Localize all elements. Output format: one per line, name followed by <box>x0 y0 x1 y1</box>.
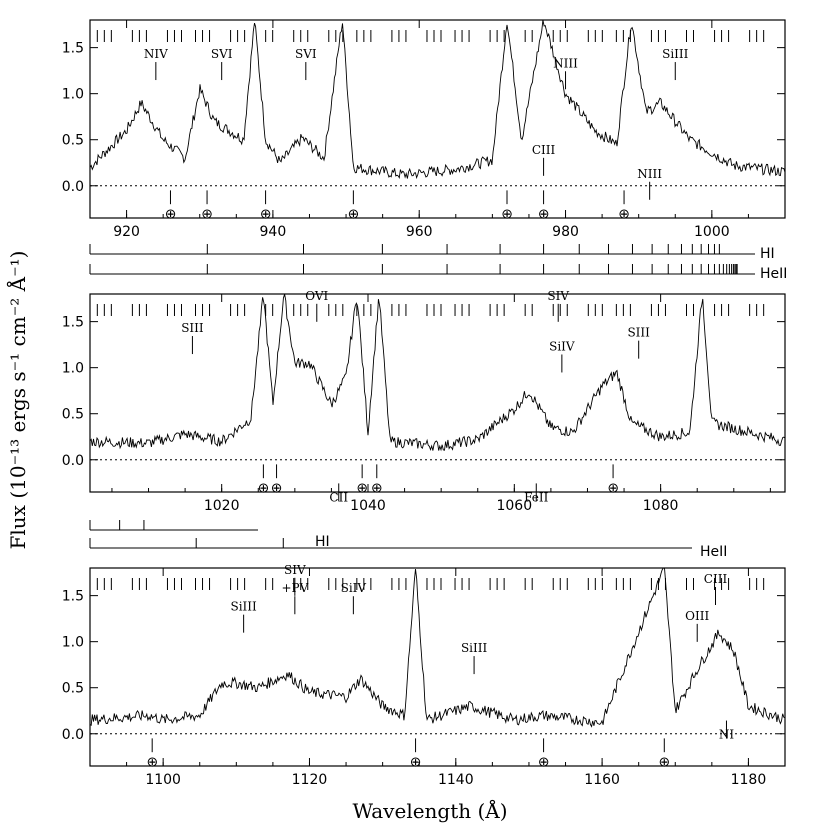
x-tick-label: 1160 <box>584 772 620 788</box>
ladder-hi-label-top: HI <box>760 246 775 262</box>
x-tick-label: 1060 <box>496 498 532 514</box>
panel-1: 920 940 960 980 1000 0.0 0.5 1.0 1.5 NIV SVI SVI NII… <box>62 19 786 240</box>
spectrum-line <box>89 567 786 728</box>
panel-frame <box>89 293 786 493</box>
x-tick-label: 1120 <box>292 772 328 788</box>
panel-frame <box>89 567 786 767</box>
y-tick-label: 0.0 <box>62 179 84 195</box>
earth-icon: ⊕ <box>410 754 422 770</box>
line-label: SiIII <box>461 641 488 655</box>
line-label: +PV <box>281 581 308 595</box>
panels: 920 940 960 980 1000 0.0 0.5 1.0 1.5 NIV SVI SVI NII… <box>62 19 786 788</box>
earth-icon: ⊕ <box>348 206 360 222</box>
line-label: NIII <box>637 167 662 181</box>
y-tick-label: 0.0 <box>62 727 84 743</box>
earth-icon: ⊕ <box>501 206 513 222</box>
line-label: SVI <box>295 47 317 61</box>
ladder-heii-label-top: HeII <box>760 266 787 282</box>
line-label: SiIV <box>549 339 575 353</box>
y-tick-label: 1.5 <box>62 41 84 57</box>
y-tick-label: 1.5 <box>62 589 84 605</box>
line-label: SVI <box>211 47 233 61</box>
x-tick-label: 940 <box>260 224 287 240</box>
y-tick-label: 1.0 <box>62 87 84 103</box>
earth-icon: ⊕ <box>618 206 630 222</box>
line-label: SIII <box>627 326 650 340</box>
earth-icon: ⊕ <box>271 480 283 496</box>
earth-icon: ⊕ <box>260 206 272 222</box>
earth-icon: ⊕ <box>538 206 550 222</box>
x-tick-label: 920 <box>113 224 140 240</box>
earth-icon: ⊕ <box>165 206 177 222</box>
x-tick-label: 1140 <box>438 772 474 788</box>
y-tick-label: 1.0 <box>62 635 84 651</box>
line-label: SiIV <box>341 581 367 595</box>
x-tick-label: 1180 <box>731 772 767 788</box>
ladder-hi-label-mid: HI <box>315 534 330 550</box>
earth-icon: ⊕ <box>371 480 383 496</box>
x-tick-label: 1000 <box>694 224 730 240</box>
y-tick-label: 0.5 <box>62 681 84 697</box>
y-tick-label: 0.5 <box>62 133 84 149</box>
earth-icon: ⊕ <box>356 480 368 496</box>
line-label: SIV <box>284 563 306 577</box>
x-tick-label: 1040 <box>350 498 386 514</box>
line-label: SIII <box>181 321 204 335</box>
spectrum-line <box>89 19 786 180</box>
y-tick-label: 0.5 <box>62 407 84 423</box>
earth-icon: ⊕ <box>658 754 670 770</box>
line-label: CIII <box>704 572 728 586</box>
line-label: SIV <box>547 289 569 303</box>
ladder-heii-label-mid: HeII <box>700 544 727 560</box>
line-label: SiIII <box>230 600 257 614</box>
y-tick-label: 1.5 <box>62 315 84 331</box>
x-tick-label: 960 <box>406 224 433 240</box>
earth-icon: ⊕ <box>146 754 158 770</box>
earth-icon: ⊕ <box>258 480 270 496</box>
spectrum-line <box>89 293 786 452</box>
earth-icon: ⊕ <box>538 754 550 770</box>
panel-3: 1100 1120 1140 1160 1180 0.0 0.5 1.0 1.5 SiIII SIV… <box>62 563 786 788</box>
line-label: NIV <box>144 47 168 61</box>
panel-frame <box>89 19 786 219</box>
line-label: SiIII <box>662 47 689 61</box>
earth-icon: ⊕ <box>607 480 619 496</box>
earth-icon: ⊕ <box>201 206 213 222</box>
line-label: OVI <box>305 289 328 303</box>
x-axis-label: Wavelength (Å) <box>352 798 507 823</box>
y-axis-label: Flux (10⁻¹³ ergs s⁻¹ cm⁻² Å⁻¹) <box>5 251 30 550</box>
y-tick-label: 0.0 <box>62 453 84 469</box>
ladders <box>89 244 755 549</box>
panel-2: 1020 1040 1060 1080 0.0 0.5 1.0 1.5 SIII OVI SIV Si… <box>62 289 786 514</box>
x-tick-label: 980 <box>552 224 579 240</box>
line-label: NIII <box>553 56 578 70</box>
x-tick-label: 1020 <box>204 498 240 514</box>
x-tick-label: 1080 <box>643 498 679 514</box>
line-label: CIII <box>532 143 556 157</box>
y-tick-label: 1.0 <box>62 361 84 377</box>
line-label: OIII <box>685 609 709 623</box>
x-tick-label: 1100 <box>145 772 181 788</box>
